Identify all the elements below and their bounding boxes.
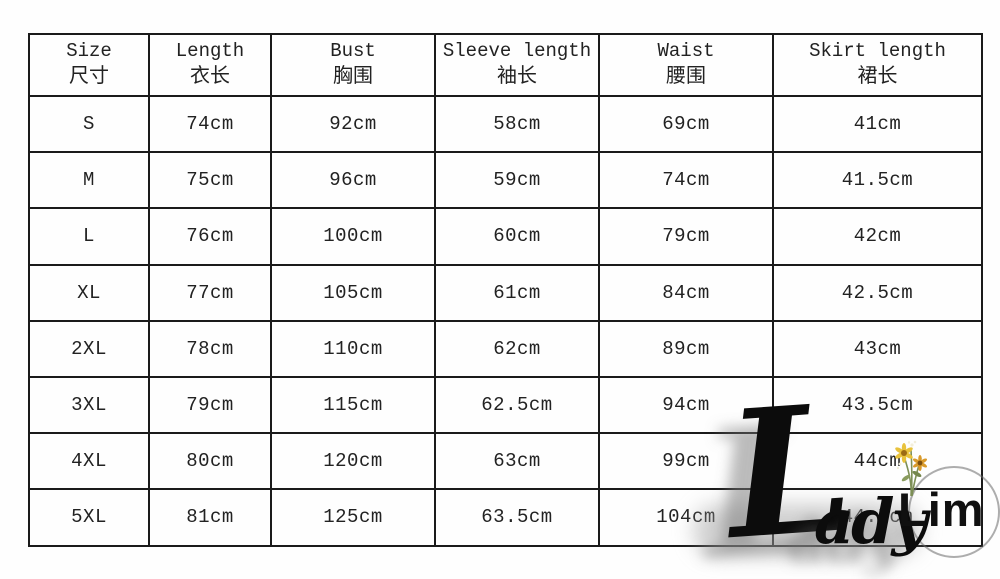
size-cell: XL [28,263,150,322]
table-row-s: S 74cm 92cm 58cm 69cm 41cm [28,94,983,154]
table-cell: 78cm [148,319,272,378]
col-header-en: Length [175,40,245,63]
col-header-en: Sleeve length [442,40,592,63]
col-header-en: Waist [657,40,715,63]
table-cell: 58cm [434,94,600,154]
table-cell: 94cm [598,375,774,435]
table-cell: 63.5cm [434,488,600,547]
watermark-shadow [693,504,921,556]
size-chart-table: Size 尺寸 Length 衣长 Bust 胸围 Sleeve length … [28,33,983,547]
table-cell: 41.5cm [772,151,983,210]
table-cell: 42.5cm [772,263,983,322]
col-header-zh: 裙长 [857,65,898,89]
col-header-zh: 袖长 [497,65,537,89]
size-cell: 3XL [28,375,150,435]
col-header-en: Size [66,40,112,63]
table-cell: 63cm [434,432,600,491]
table-cell: 77cm [148,263,272,322]
table-cell: 100cm [270,207,436,266]
col-header-size: Size 尺寸 [28,33,150,97]
col-header-bust: Bust 胸围 [270,33,436,97]
table-cell: 59cm [434,151,600,210]
table-cell: 89cm [598,319,774,378]
table-row-xl: XL 77cm 105cm 61cm 84cm 42.5cm [28,263,983,322]
col-header-en: Skirt length [809,40,946,63]
table-header-row: Size 尺寸 Length 衣长 Bust 胸围 Sleeve length … [28,33,983,97]
watermark-script-lady: L ady [721,366,928,579]
table-cell: 74cm [148,94,272,154]
table-cell: 42cm [772,207,983,266]
col-header-zh: 腰围 [666,65,706,89]
size-cell: M [28,151,150,210]
col-header-length: Length 衣长 [148,33,272,97]
col-header-sleeve-length: Sleeve length 袖长 [434,33,600,97]
table-cell: 62.5cm [434,375,600,435]
table-cell: 76cm [148,207,272,266]
col-header-skirt-length: Skirt length 裙长 [772,33,983,97]
table-cell: 79cm [598,207,774,266]
watermark-script-rest: ady [814,485,928,558]
table-cell: 105cm [270,263,436,322]
table-row-3xl: 3XL 79cm 115cm 62.5cm 94cm 43.5cm [28,375,983,435]
table-cell: 74cm [598,151,774,210]
table-cell: 125cm [270,488,436,547]
size-cell: L [28,207,150,266]
size-cell: S [28,94,150,154]
table-cell: 92cm [270,94,436,154]
table-cell: 43.5cm [772,375,983,435]
col-header-zh: 衣长 [190,65,230,89]
table-cell: 120cm [270,432,436,491]
table-cell: 84cm [598,263,774,322]
table-cell: 41cm [772,94,983,154]
size-cell: 2XL [28,319,150,378]
table-cell: 81cm [148,488,272,547]
table-cell: 96cm [270,151,436,210]
watermark-circle [908,466,1000,558]
table-cell: 104cm [598,488,774,547]
table-cell: 79cm [148,375,272,435]
table-cell: 62cm [434,319,600,378]
table-cell: 115cm [270,375,436,435]
col-header-waist: Waist 腰围 [598,33,774,97]
col-header-en: Bust [330,40,376,63]
col-header-zh: 尺寸 [69,65,109,89]
size-cell: 4XL [28,432,150,491]
table-row-2xl: 2XL 78cm 110cm 62cm 89cm 43cm [28,319,983,378]
table-row-m: M 75cm 96cm 59cm 74cm 41.5cm [28,151,983,210]
table-cell: 69cm [598,94,774,154]
size-cell: 5XL [28,488,150,547]
table-cell: 43cm [772,319,983,378]
col-header-zh: 胸围 [333,65,373,89]
table-cell: 99cm [598,432,774,491]
table-cell: 61cm [434,263,600,322]
table-cell: 80cm [148,432,272,491]
table-cell: 60cm [434,207,600,266]
table-cell: 110cm [270,319,436,378]
flower-bouquet-icon [895,440,928,497]
table-cell: 75cm [148,151,272,210]
table-row-l: L 76cm 100cm 60cm 79cm 42cm [28,207,983,266]
table-row-5xl: 5XL 81cm 125cm 63.5cm 104cm 44.5cm [28,488,983,547]
table-row-4xl: 4XL 80cm 120cm 63cm 99cm 44cm [28,432,983,491]
